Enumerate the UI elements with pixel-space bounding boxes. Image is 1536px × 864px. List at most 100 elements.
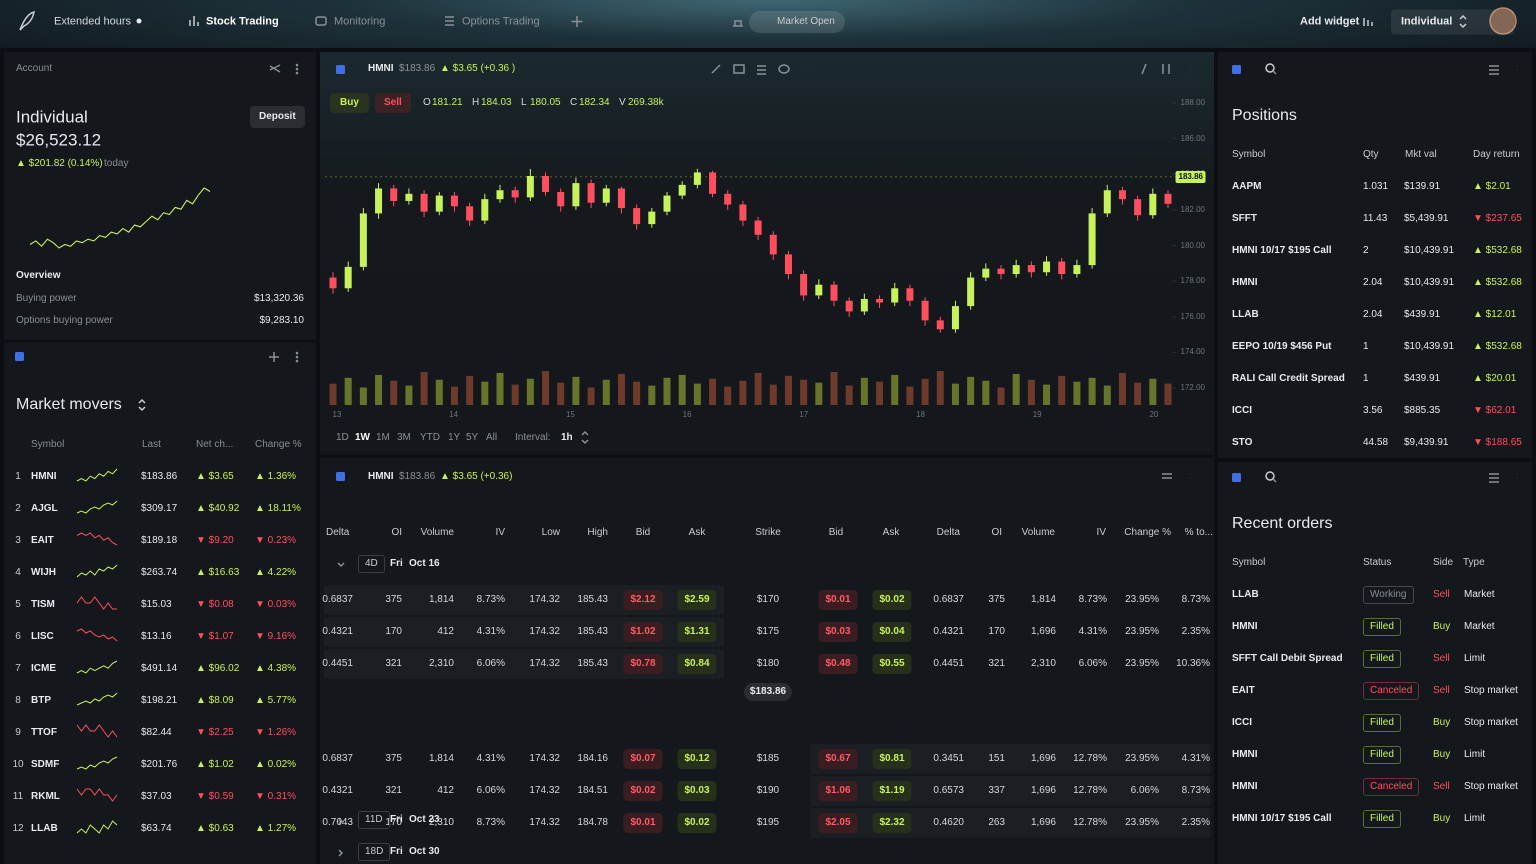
label: $170: [756, 594, 780, 605]
x-tick-label: 19: [1032, 410, 1042, 419]
account-selector[interactable]: Individual: [1391, 9, 1515, 35]
add-widget[interactable]: Add widget: [1300, 15, 1360, 28]
range-button[interactable]: 5Y: [466, 432, 479, 443]
symbol[interactable]: HMNI: [1232, 749, 1258, 760]
label: 6.06%: [1130, 785, 1159, 796]
positions-tools[interactable]: [1272, 65, 1518, 75]
link-color[interactable]: [336, 472, 345, 481]
symbol[interactable]: LLAB: [1232, 589, 1259, 600]
symbol[interactable]: EAIT: [1232, 685, 1255, 696]
symbol[interactable]: HMNI 10/17 $195 Call: [1232, 813, 1332, 824]
symbol[interactable]: HMNI: [1232, 277, 1258, 288]
symbol[interactable]: LLAB: [31, 823, 58, 834]
nav-tab[interactable]: Monitoring: [334, 15, 386, 28]
symbol[interactable]: TISM: [31, 599, 55, 610]
symbol[interactable]: SFFT: [1232, 213, 1257, 224]
symbol[interactable]: RKML: [31, 791, 60, 802]
symbol[interactable]: ICCI: [1232, 405, 1252, 416]
candle-body: [1103, 190, 1111, 214]
range-button[interactable]: All: [486, 432, 498, 443]
label: $0.03: [677, 781, 717, 801]
label: Fri: [390, 846, 403, 857]
volume-bar: [1012, 373, 1020, 405]
label: ▲ $40.92: [196, 503, 240, 514]
sparkline: [76, 788, 118, 802]
symbol[interactable]: ICME: [31, 663, 56, 674]
sparkline: [76, 756, 118, 770]
link-color[interactable]: [15, 352, 24, 361]
label: C: [570, 97, 578, 108]
range-button[interactable]: 1W: [355, 432, 370, 443]
symbol[interactable]: WIJH: [31, 567, 56, 578]
label: 11: [12, 791, 24, 802]
symbol[interactable]: SFFT Call Debit Spread: [1232, 653, 1343, 664]
orders-tools[interactable]: [1272, 473, 1518, 483]
label: 4.31%: [1181, 753, 1210, 764]
drawing-tools[interactable]: [711, 64, 811, 75]
chart-tools[interactable]: [1141, 63, 1191, 75]
hide-icon[interactable]: [269, 64, 281, 73]
volume-bar: [511, 384, 519, 405]
symbol[interactable]: EEPO 10/19 $456 Put: [1232, 341, 1332, 352]
range-button[interactable]: 3M: [397, 432, 411, 443]
symbol[interactable]: SDMF: [31, 759, 60, 770]
symbol[interactable]: HMNI 10/17 $195 Call: [1232, 245, 1332, 256]
link-color[interactable]: [1232, 473, 1241, 482]
candle-body: [329, 277, 337, 289]
volume-bar: [617, 373, 625, 405]
interval-select[interactable]: 1h: [561, 432, 573, 443]
symbol[interactable]: ICCI: [1232, 717, 1252, 728]
symbol[interactable]: LISC: [31, 631, 54, 642]
symbol[interactable]: AJGL: [31, 503, 58, 514]
extended-hours[interactable]: Extended hours: [54, 15, 132, 28]
candle-body: [876, 298, 884, 303]
range-button[interactable]: YTD: [420, 432, 440, 443]
range-button[interactable]: 1D: [336, 432, 349, 443]
symbol[interactable]: TTOF: [31, 727, 57, 738]
symbol[interactable]: HMNI: [1232, 621, 1258, 632]
search-icon[interactable]: [1265, 63, 1275, 73]
symbol[interactable]: HMNI: [31, 471, 57, 482]
sell-button[interactable]: Sell: [375, 93, 411, 113]
label: Fri: [390, 558, 403, 569]
deposit-button[interactable]: Deposit: [250, 106, 305, 128]
add-icon[interactable]: [269, 352, 279, 362]
symbol[interactable]: HMNI: [1232, 781, 1258, 792]
range-button[interactable]: 1M: [376, 432, 390, 443]
search-icon[interactable]: [1265, 471, 1275, 481]
buy-button[interactable]: Buy: [330, 93, 369, 113]
avatar[interactable]: [1489, 7, 1517, 35]
x-tick-label: 16: [682, 410, 692, 419]
movers-chevron[interactable]: [138, 398, 146, 412]
candle-body: [891, 288, 899, 303]
volume-bar: [1073, 381, 1081, 405]
range-button[interactable]: 1Y: [448, 432, 461, 443]
logo[interactable]: [19, 10, 35, 31]
symbol[interactable]: EAIT: [31, 535, 54, 546]
column-header: Change %: [255, 439, 302, 450]
candle-body: [602, 188, 610, 203]
symbol[interactable]: BTP: [31, 695, 51, 706]
add-tab[interactable]: [571, 16, 583, 27]
interval-chevron[interactable]: [581, 430, 589, 445]
nav-tab[interactable]: Stock Trading: [206, 15, 279, 28]
options-tools[interactable]: [1162, 473, 1191, 482]
nav-tab[interactable]: Options Trading: [462, 15, 540, 28]
candle-body: [754, 220, 762, 235]
label: 0.7643: [322, 817, 353, 828]
status-badge: Filled: [1363, 746, 1401, 764]
volume-bar: [542, 371, 550, 405]
link-color[interactable]: [1232, 65, 1241, 74]
symbol[interactable]: AAPM: [1232, 181, 1262, 192]
volume-bar: [587, 387, 595, 405]
widget-icon[interactable]: [1363, 18, 1373, 26]
link-color[interactable]: [336, 65, 345, 74]
symbol[interactable]: LLAB: [1232, 309, 1259, 320]
account-chevron[interactable]: [1459, 14, 1467, 29]
label: 7: [15, 663, 21, 674]
symbol[interactable]: STO: [1232, 437, 1253, 448]
symbol[interactable]: RALI Call Credit Spread: [1232, 373, 1345, 384]
expand-carets[interactable]: [337, 562, 345, 857]
label: 12: [12, 823, 24, 834]
label: $37.03: [141, 791, 172, 802]
